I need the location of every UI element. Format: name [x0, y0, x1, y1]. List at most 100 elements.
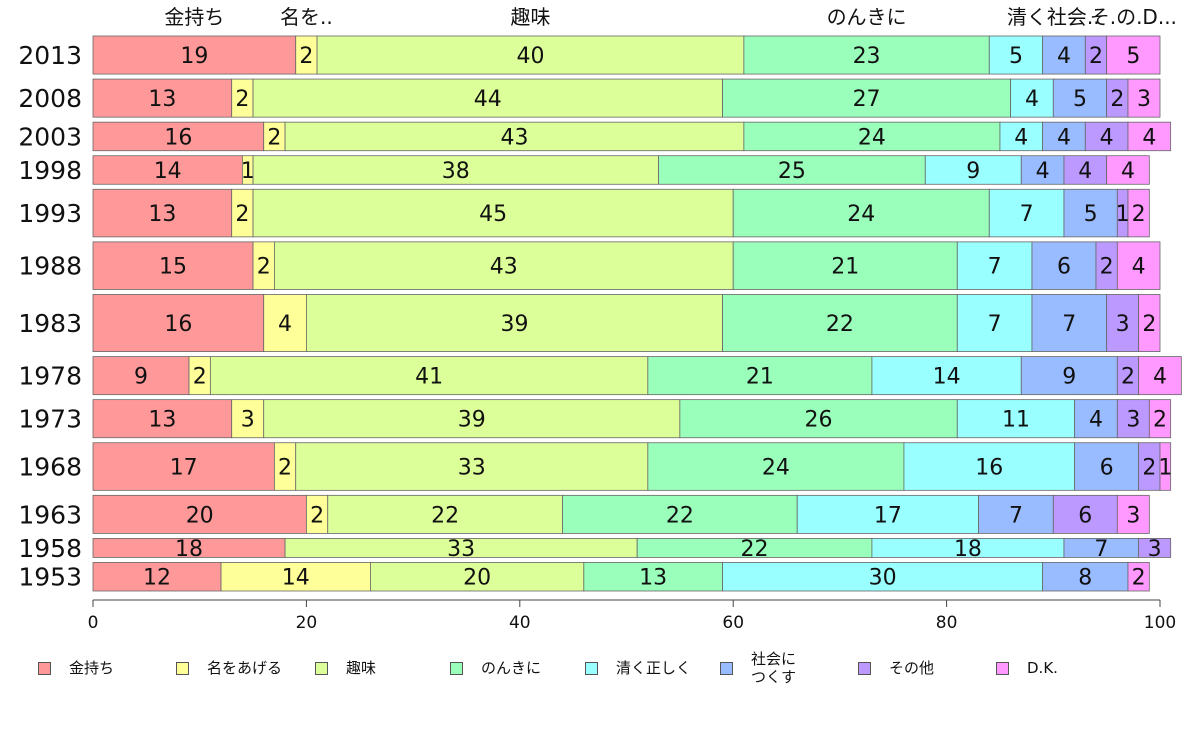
segment-value-label: 24 [762, 456, 790, 481]
bar-segment [92, 155, 243, 185]
bar-segment [1138, 538, 1172, 558]
segment-value-label: 4 [1036, 159, 1050, 184]
bar-segment [988, 35, 1044, 75]
legend-label: 趣味 [346, 659, 377, 677]
legend-label: D.K. [1027, 659, 1058, 677]
segment-value-label: 11 [1002, 408, 1030, 433]
bar-segment [1116, 241, 1161, 290]
year-label: 1953 [18, 563, 82, 592]
segment-value-label: 3 [1137, 87, 1151, 112]
bar-segment [1042, 35, 1086, 75]
segment-value-label: 7 [1020, 202, 1034, 227]
segment-value-label: 17 [170, 456, 198, 481]
bar-segment [658, 155, 926, 185]
segment-value-label: 9 [1062, 365, 1076, 390]
legend-swatch [585, 661, 598, 675]
legend-item: 社会に つくす [720, 648, 796, 688]
legend-label: 名をあげる [207, 659, 283, 677]
segment-value-label: 2 [235, 202, 249, 227]
top-category-label: のんきに [827, 5, 907, 29]
segment-value-label: 6 [1100, 456, 1114, 481]
year-label: 1993 [18, 199, 82, 228]
segment-value-label: 2 [299, 44, 313, 69]
segment-value-label: 21 [746, 365, 774, 390]
bar-segment [295, 442, 649, 491]
segment-value-label: 15 [159, 255, 187, 280]
segment-value-label: 2 [1142, 312, 1156, 337]
segment-value-label: 4 [278, 312, 292, 337]
bar-segment [1127, 78, 1161, 118]
bar-segment [956, 241, 1033, 290]
segment-value-label: 22 [741, 537, 769, 562]
bar-segment [1020, 155, 1065, 185]
bar-segment [583, 562, 723, 592]
bar-segment [1138, 294, 1161, 352]
segment-value-label: 40 [516, 44, 544, 69]
x-tick-label: 100 [1144, 613, 1176, 633]
bar-segment [562, 494, 798, 534]
bar-segment [871, 356, 1022, 396]
segment-value-label: 5 [1126, 44, 1140, 69]
segment-value-label: 2 [1132, 566, 1146, 591]
segment-value-label: 2 [257, 255, 271, 280]
segment-value-label: 7 [988, 255, 1002, 280]
bar-segment [722, 78, 1012, 118]
bar-segment [1106, 155, 1150, 185]
segment-value-label: 7 [988, 312, 1002, 337]
bar-segment [92, 188, 233, 238]
top-category-label: そ.の.D... [1090, 5, 1177, 29]
segment-value-label: 13 [148, 202, 176, 227]
legend-label: 社会に つくす [751, 650, 797, 686]
bar-segment [92, 35, 297, 75]
legend: 金持ち 名をあげる 趣味 のんきに 清く正しく 社会に つくす その他 D.K. [38, 648, 1178, 696]
bar-segment [92, 241, 254, 290]
segment-value-label: 14 [933, 365, 961, 390]
bar-segment [903, 442, 1076, 491]
legend-label: 清く正しく [616, 659, 692, 677]
segment-value-label: 2 [1100, 255, 1114, 280]
segment-value-label: 5 [1073, 87, 1087, 112]
segment-value-label: 2 [1153, 408, 1167, 433]
segment-value-label: 4 [1100, 125, 1114, 150]
bar-segment [273, 241, 734, 290]
top-category-label: 趣味 [510, 5, 550, 29]
segment-value-label: 3 [1116, 312, 1130, 337]
bar-segment [1127, 562, 1150, 592]
segment-value-label: 7 [1009, 503, 1023, 528]
bar-segment [1084, 121, 1129, 152]
segment-value-label: 13 [639, 566, 667, 591]
segment-value-label: 6 [1078, 503, 1092, 528]
segment-value-label: 13 [148, 87, 176, 112]
segment-value-label: 4 [1132, 255, 1146, 280]
bar-segment [92, 121, 265, 152]
segment-value-label: 20 [186, 503, 214, 528]
segment-value-label: 2 [310, 503, 324, 528]
segment-value-label: 24 [847, 202, 875, 227]
segment-value-label: 16 [164, 312, 192, 337]
segment-value-label: 9 [134, 365, 148, 390]
segment-value-label: 3 [1126, 408, 1140, 433]
segment-value-label: 17 [874, 503, 902, 528]
segment-value-label: 4 [1153, 365, 1167, 390]
segment-value-label: 7 [1094, 537, 1108, 562]
bar-segment [327, 494, 563, 534]
bar-segment [209, 356, 649, 396]
segment-value-label: 5 [1084, 202, 1098, 227]
segment-value-label: 22 [666, 503, 694, 528]
year-label: 2008 [18, 84, 82, 113]
year-label: 1978 [18, 362, 82, 391]
segment-value-label: 4 [1078, 159, 1092, 184]
segment-value-label: 8 [1078, 566, 1092, 591]
year-label: 1968 [18, 453, 82, 482]
top-category-label: 金持ち [164, 5, 224, 29]
legend-swatch [720, 661, 733, 675]
segment-value-label: 33 [458, 456, 486, 481]
segment-value-label: 41 [415, 365, 443, 390]
bar-segment [316, 35, 745, 75]
bar-segment [1010, 78, 1054, 118]
segment-value-label: 22 [431, 503, 459, 528]
bar-segment [92, 78, 233, 118]
x-tick-label: 80 [936, 613, 958, 633]
bar-segment [1138, 356, 1182, 396]
bar-segment [92, 294, 265, 352]
